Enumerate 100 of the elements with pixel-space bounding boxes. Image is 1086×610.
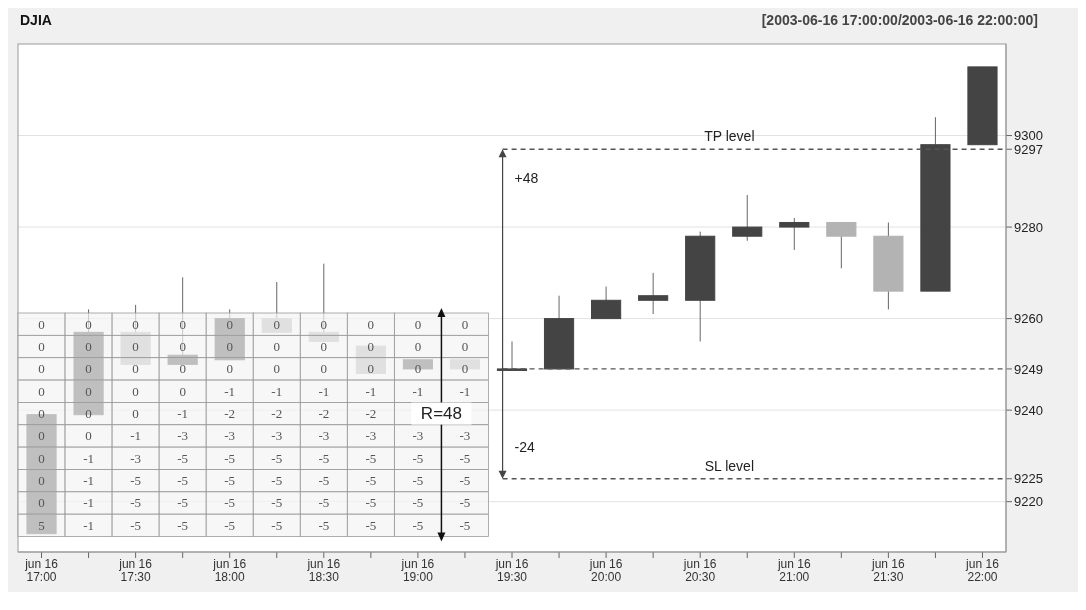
data-label: 0: [38, 383, 45, 399]
data-label: 0: [367, 339, 375, 355]
data-label: -1: [83, 473, 94, 489]
data-label: 0: [273, 316, 281, 332]
data-label: -2: [318, 406, 330, 422]
data-label: 0: [461, 361, 469, 377]
data-label: 0: [38, 495, 45, 511]
data-label: -1: [130, 428, 142, 444]
data-label: 0: [179, 339, 186, 355]
data-label: 0: [38, 451, 45, 467]
data-label: -5: [365, 451, 377, 467]
data-label: -5: [459, 495, 471, 511]
data-label: -1: [177, 406, 189, 422]
data-label: -3: [365, 428, 377, 444]
data-label: -5: [177, 473, 189, 489]
data-label: 0: [132, 316, 139, 332]
data-label: 0: [85, 428, 92, 444]
data-label: -3: [412, 428, 424, 444]
data-label: -1: [271, 383, 283, 399]
ref-line-label: TP level: [704, 128, 755, 145]
data-label: 0: [273, 361, 281, 377]
data-label: -1: [412, 383, 424, 399]
x-tick-label: jun 16 19:00: [400, 557, 435, 584]
chart-subtitle: [2003-06-16 17:00:00/2003-06-16 22:00:00]: [761, 12, 1038, 28]
y-tick-label: 9300: [1014, 128, 1043, 144]
data-label: -5: [459, 451, 471, 467]
data-label: -5: [177, 518, 189, 534]
data-label: -5: [271, 518, 283, 534]
x-tick-label: jun 16 21:00: [776, 557, 811, 584]
data-label: -3: [318, 428, 330, 444]
data-label: 0: [132, 339, 139, 355]
x-tick-label: jun 16 21:30: [871, 557, 906, 584]
data-label: -3: [459, 428, 471, 444]
data-label: 0: [132, 406, 139, 422]
data-label: 0: [85, 339, 92, 355]
data-label: -5: [177, 451, 189, 467]
annotation: +48: [514, 169, 539, 186]
x-tick-label: jun 16 20:00: [588, 557, 623, 584]
data-label: -5: [412, 495, 424, 511]
x-tick-label: jun 16 22:00: [965, 557, 1000, 584]
data-label: -5: [130, 518, 142, 534]
data-label: -3: [177, 428, 189, 444]
data-label: 0: [320, 339, 328, 355]
data-label: 5: [38, 518, 45, 534]
data-label: 0: [179, 383, 186, 399]
data-label: 0: [38, 361, 45, 377]
data-label: 0: [226, 339, 233, 355]
ref-line-label: SL level: [704, 457, 755, 474]
data-label: -5: [318, 451, 330, 467]
data-label: -5: [224, 473, 236, 489]
data-label: -5: [271, 451, 283, 467]
data-label: -5: [130, 495, 142, 511]
data-label: -5: [412, 473, 424, 489]
data-label: -5: [177, 495, 189, 511]
data-label: -5: [224, 518, 236, 534]
x-tick-label: jun 16 18:30: [306, 557, 341, 584]
data-label: 0: [226, 316, 233, 332]
data-label: 0: [461, 316, 469, 332]
y-tick-label: 9225: [1014, 471, 1043, 487]
data-label: -1: [83, 495, 94, 511]
data-label: -5: [318, 473, 330, 489]
data-label: -3: [130, 451, 142, 467]
annotation: -24: [514, 439, 536, 456]
data-label: 0: [38, 339, 45, 355]
data-label: 0: [132, 383, 139, 399]
y-tick-label: 9260: [1014, 311, 1043, 327]
data-label: -2: [224, 406, 236, 422]
data-label: 0: [226, 361, 233, 377]
data-label: -5: [130, 473, 142, 489]
y-tick-label: 9220: [1014, 494, 1043, 510]
x-tick-label: jun 16 20:30: [682, 557, 717, 584]
data-label: 0: [414, 316, 422, 332]
x-tick-label: jun 16 17:30: [118, 557, 153, 584]
data-label: -1: [459, 383, 471, 399]
data-label: -3: [271, 428, 283, 444]
data-label: 0: [85, 383, 92, 399]
data-label: -5: [365, 495, 377, 511]
data-label: -5: [318, 495, 330, 511]
annotation: R=48: [420, 404, 462, 424]
data-label: -1: [365, 383, 377, 399]
data-label: 0: [414, 339, 422, 355]
data-label: 0: [38, 406, 45, 422]
chart-title: DJIA: [20, 12, 52, 28]
data-label: -5: [224, 495, 236, 511]
data-label: -3: [224, 428, 236, 444]
x-tick-label: jun 16 19:30: [494, 557, 529, 584]
data-label: 0: [273, 339, 281, 355]
data-label: -5: [459, 518, 471, 534]
data-label: -5: [271, 495, 283, 511]
data-label: 0: [38, 428, 45, 444]
data-label: 0: [38, 316, 45, 332]
data-label: -1: [224, 383, 236, 399]
y-tick-label: 9249: [1014, 361, 1043, 377]
data-label: -1: [318, 383, 330, 399]
data-label: 0: [367, 316, 375, 332]
y-tick-label: 9297: [1014, 141, 1043, 157]
data-label: -5: [365, 518, 377, 534]
data-label: 0: [85, 361, 92, 377]
data-label: 0: [461, 339, 469, 355]
data-label: 0: [414, 361, 422, 377]
